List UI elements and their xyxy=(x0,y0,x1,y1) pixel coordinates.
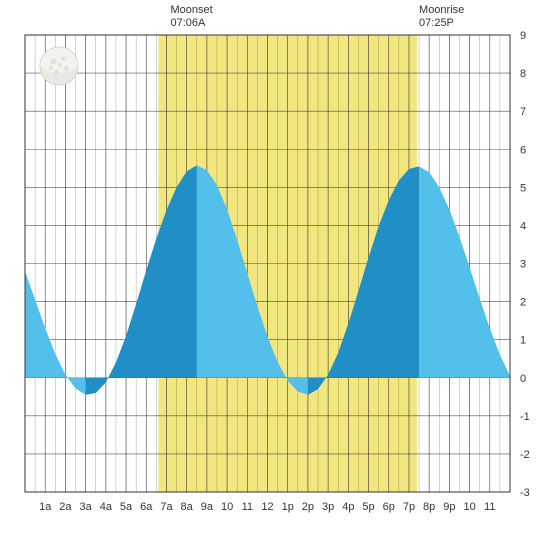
svg-text:9: 9 xyxy=(520,30,526,42)
svg-text:11: 11 xyxy=(242,501,253,513)
tide-chart: 1a2a3a4a5a6a7a8a9a1011121p2p3p4p5p6p7p8p… xyxy=(0,0,550,550)
svg-text:5a: 5a xyxy=(120,501,133,513)
svg-text:1a: 1a xyxy=(39,501,52,513)
svg-text:3: 3 xyxy=(520,259,526,271)
svg-text:6p: 6p xyxy=(383,501,395,513)
svg-text:4: 4 xyxy=(520,220,526,232)
svg-text:12: 12 xyxy=(261,501,273,513)
svg-text:-3: -3 xyxy=(520,487,530,499)
svg-text:0: 0 xyxy=(520,373,526,385)
svg-text:11: 11 xyxy=(484,501,495,513)
svg-text:1: 1 xyxy=(520,335,526,347)
svg-text:2p: 2p xyxy=(302,501,314,513)
svg-text:7: 7 xyxy=(520,106,526,118)
svg-text:3p: 3p xyxy=(322,501,334,513)
svg-text:2a: 2a xyxy=(59,501,72,513)
svg-text:10: 10 xyxy=(463,501,475,513)
svg-text:8p: 8p xyxy=(423,501,435,513)
svg-text:6a: 6a xyxy=(140,501,153,513)
svg-text:-2: -2 xyxy=(520,449,530,461)
chart-svg: 1a2a3a4a5a6a7a8a9a1011121p2p3p4p5p6p7p8p… xyxy=(0,0,550,550)
svg-text:1p: 1p xyxy=(282,501,294,513)
svg-text:7p: 7p xyxy=(403,501,415,513)
svg-text:5p: 5p xyxy=(362,501,374,513)
svg-text:7a: 7a xyxy=(160,501,173,513)
svg-text:4p: 4p xyxy=(342,501,354,513)
svg-text:4a: 4a xyxy=(100,501,113,513)
svg-text:10: 10 xyxy=(221,501,233,513)
svg-text:8: 8 xyxy=(520,68,526,80)
svg-text:2: 2 xyxy=(520,297,526,309)
svg-text:9a: 9a xyxy=(201,501,214,513)
svg-text:5: 5 xyxy=(520,182,526,194)
svg-text:9p: 9p xyxy=(443,501,455,513)
svg-text:8a: 8a xyxy=(181,501,194,513)
svg-text:6: 6 xyxy=(520,144,526,156)
svg-text:3a: 3a xyxy=(80,501,93,513)
svg-text:-1: -1 xyxy=(520,411,530,423)
